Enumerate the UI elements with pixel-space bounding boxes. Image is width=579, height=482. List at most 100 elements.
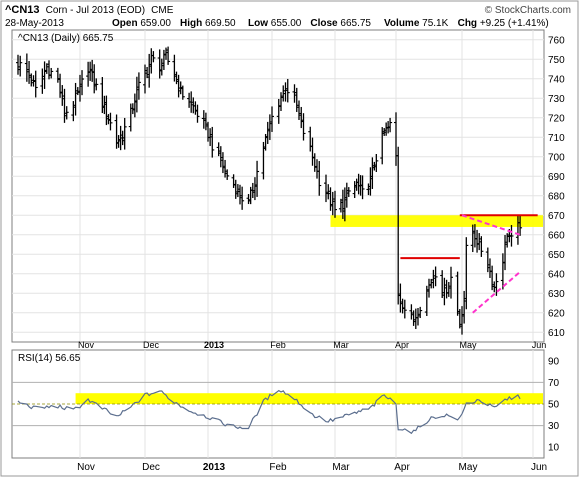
price-annotations (400, 214, 538, 314)
price-bar (151, 51, 156, 63)
x-tick-label: Dec (143, 340, 160, 350)
price-bar (464, 237, 469, 310)
x-tick-label: Mar (333, 340, 349, 350)
rsi-tick-label: 10 (548, 443, 560, 454)
rsi-legend: RSI(14) 56.65 (18, 353, 81, 364)
x-tick-label: Apr (394, 462, 410, 473)
price-bar (240, 186, 245, 210)
rsi-series-line (17, 389, 521, 435)
price-bar (333, 190, 337, 218)
price-tick-label: 710 (548, 133, 565, 144)
x-tick-label: 2013 (203, 462, 226, 473)
price-bar (210, 126, 215, 158)
price-bar (360, 175, 365, 200)
price-bar (374, 153, 379, 173)
price-tick-label: 730 (548, 94, 565, 105)
price-y-axis: 610 620 630 640 650 660 670 680 690 700 710 720 730 7… (548, 35, 565, 339)
stats-row: Open 659.00 High 669.50 Low 655.00 Close 66… (112, 18, 549, 29)
stat-chg: Chg +9.25 (+1.41%) (458, 18, 549, 29)
price-bar (80, 70, 85, 96)
chart-date: 28-May-2013 (5, 18, 64, 29)
rsi-y-axis: 10 30 50 70 90 (548, 356, 560, 453)
x-tick-label: May (459, 462, 478, 473)
price-x-axis: Nov Dec 2013 Feb Mar Apr May Jun (78, 340, 546, 350)
price-tick-label: 720 (548, 113, 565, 124)
price-bar (402, 299, 407, 319)
stat-low: Low 655.00 (248, 18, 302, 29)
price-panel (11, 29, 545, 343)
price-tick-label: 650 (548, 250, 565, 261)
price-tick-label: 620 (548, 308, 565, 319)
price-bar (317, 161, 322, 196)
symbol-title: ^CN13 Corn - Jul 2013 (EOD) CME (5, 4, 174, 16)
rsi-tick-label: 30 (548, 421, 560, 432)
rsi-tick-label: 70 (548, 378, 560, 389)
x-tick-label: Nov (77, 462, 95, 473)
price-bar (122, 117, 127, 150)
x-tick-label: Feb (269, 462, 287, 473)
trend-line (472, 271, 521, 314)
price-bar (180, 85, 185, 100)
price-bar (166, 46, 171, 65)
price-bar (388, 117, 393, 133)
price-bar (346, 187, 351, 197)
price-tick-label: 610 (548, 328, 565, 339)
rsi-x-axis: Nov Dec 2013 Feb Mar Apr May Jun (77, 462, 547, 473)
price-bar (509, 225, 514, 247)
price-tick-label: 690 (548, 172, 565, 183)
price-tick-label: 680 (548, 191, 565, 202)
support-zone (330, 215, 543, 227)
price-bar (479, 236, 484, 257)
price-bar (195, 104, 200, 123)
price-bar (270, 106, 274, 132)
price-bar (433, 266, 438, 287)
x-tick-label: Jun (532, 340, 547, 350)
watermark: © StockCharts.com (485, 5, 571, 16)
x-tick-label: Dec (142, 462, 160, 473)
x-tick-label: May (459, 340, 477, 350)
price-bar (33, 70, 38, 98)
rsi-tick-label: 50 (548, 400, 560, 411)
price-bar (255, 160, 260, 197)
price-bar (136, 72, 141, 100)
price-tick-label: 630 (548, 289, 565, 300)
price-bar (18, 55, 23, 77)
price-bar (285, 78, 290, 103)
price-bar (225, 169, 230, 180)
stat-open: Open 659.00 (112, 18, 171, 29)
price-tick-label: 640 (548, 269, 565, 280)
x-tick-label: Nov (78, 340, 95, 350)
x-tick-label: 2013 (204, 340, 224, 350)
price-legend: ^CN13 (Daily) 665.75 (18, 33, 114, 44)
price-tick-label: 660 (548, 230, 565, 241)
rsi-band-rect (75, 393, 544, 404)
x-tick-label: Apr (395, 340, 409, 350)
price-bar (94, 78, 99, 91)
price-bar (494, 273, 499, 296)
stat-close: Close 665.75 (310, 18, 371, 29)
price-tick-label: 670 (548, 211, 565, 222)
price-bar (64, 106, 69, 120)
price-bar (301, 113, 306, 141)
price-bar (418, 306, 423, 319)
x-tick-label: Jun (531, 462, 547, 473)
price-bar (108, 112, 113, 131)
price-tick-label: 740 (548, 74, 565, 85)
price-bar (449, 266, 453, 299)
stat-high: High 669.50 (180, 18, 236, 29)
rsi-tick-label: 90 (548, 356, 560, 367)
price-tick-label: 750 (548, 55, 565, 66)
x-tick-label: Mar (332, 462, 350, 473)
price-tick-label: 700 (548, 152, 565, 163)
price-bars (16, 46, 523, 335)
rsi-band (12, 393, 544, 405)
price-tick-label: 760 (548, 35, 565, 46)
stat-volume: Volume 75.1K (384, 18, 449, 29)
x-tick-label: Feb (270, 340, 286, 350)
price-bar (49, 67, 54, 79)
price-bar (518, 214, 523, 236)
rsi-line (17, 389, 521, 435)
trend-line (461, 214, 521, 236)
